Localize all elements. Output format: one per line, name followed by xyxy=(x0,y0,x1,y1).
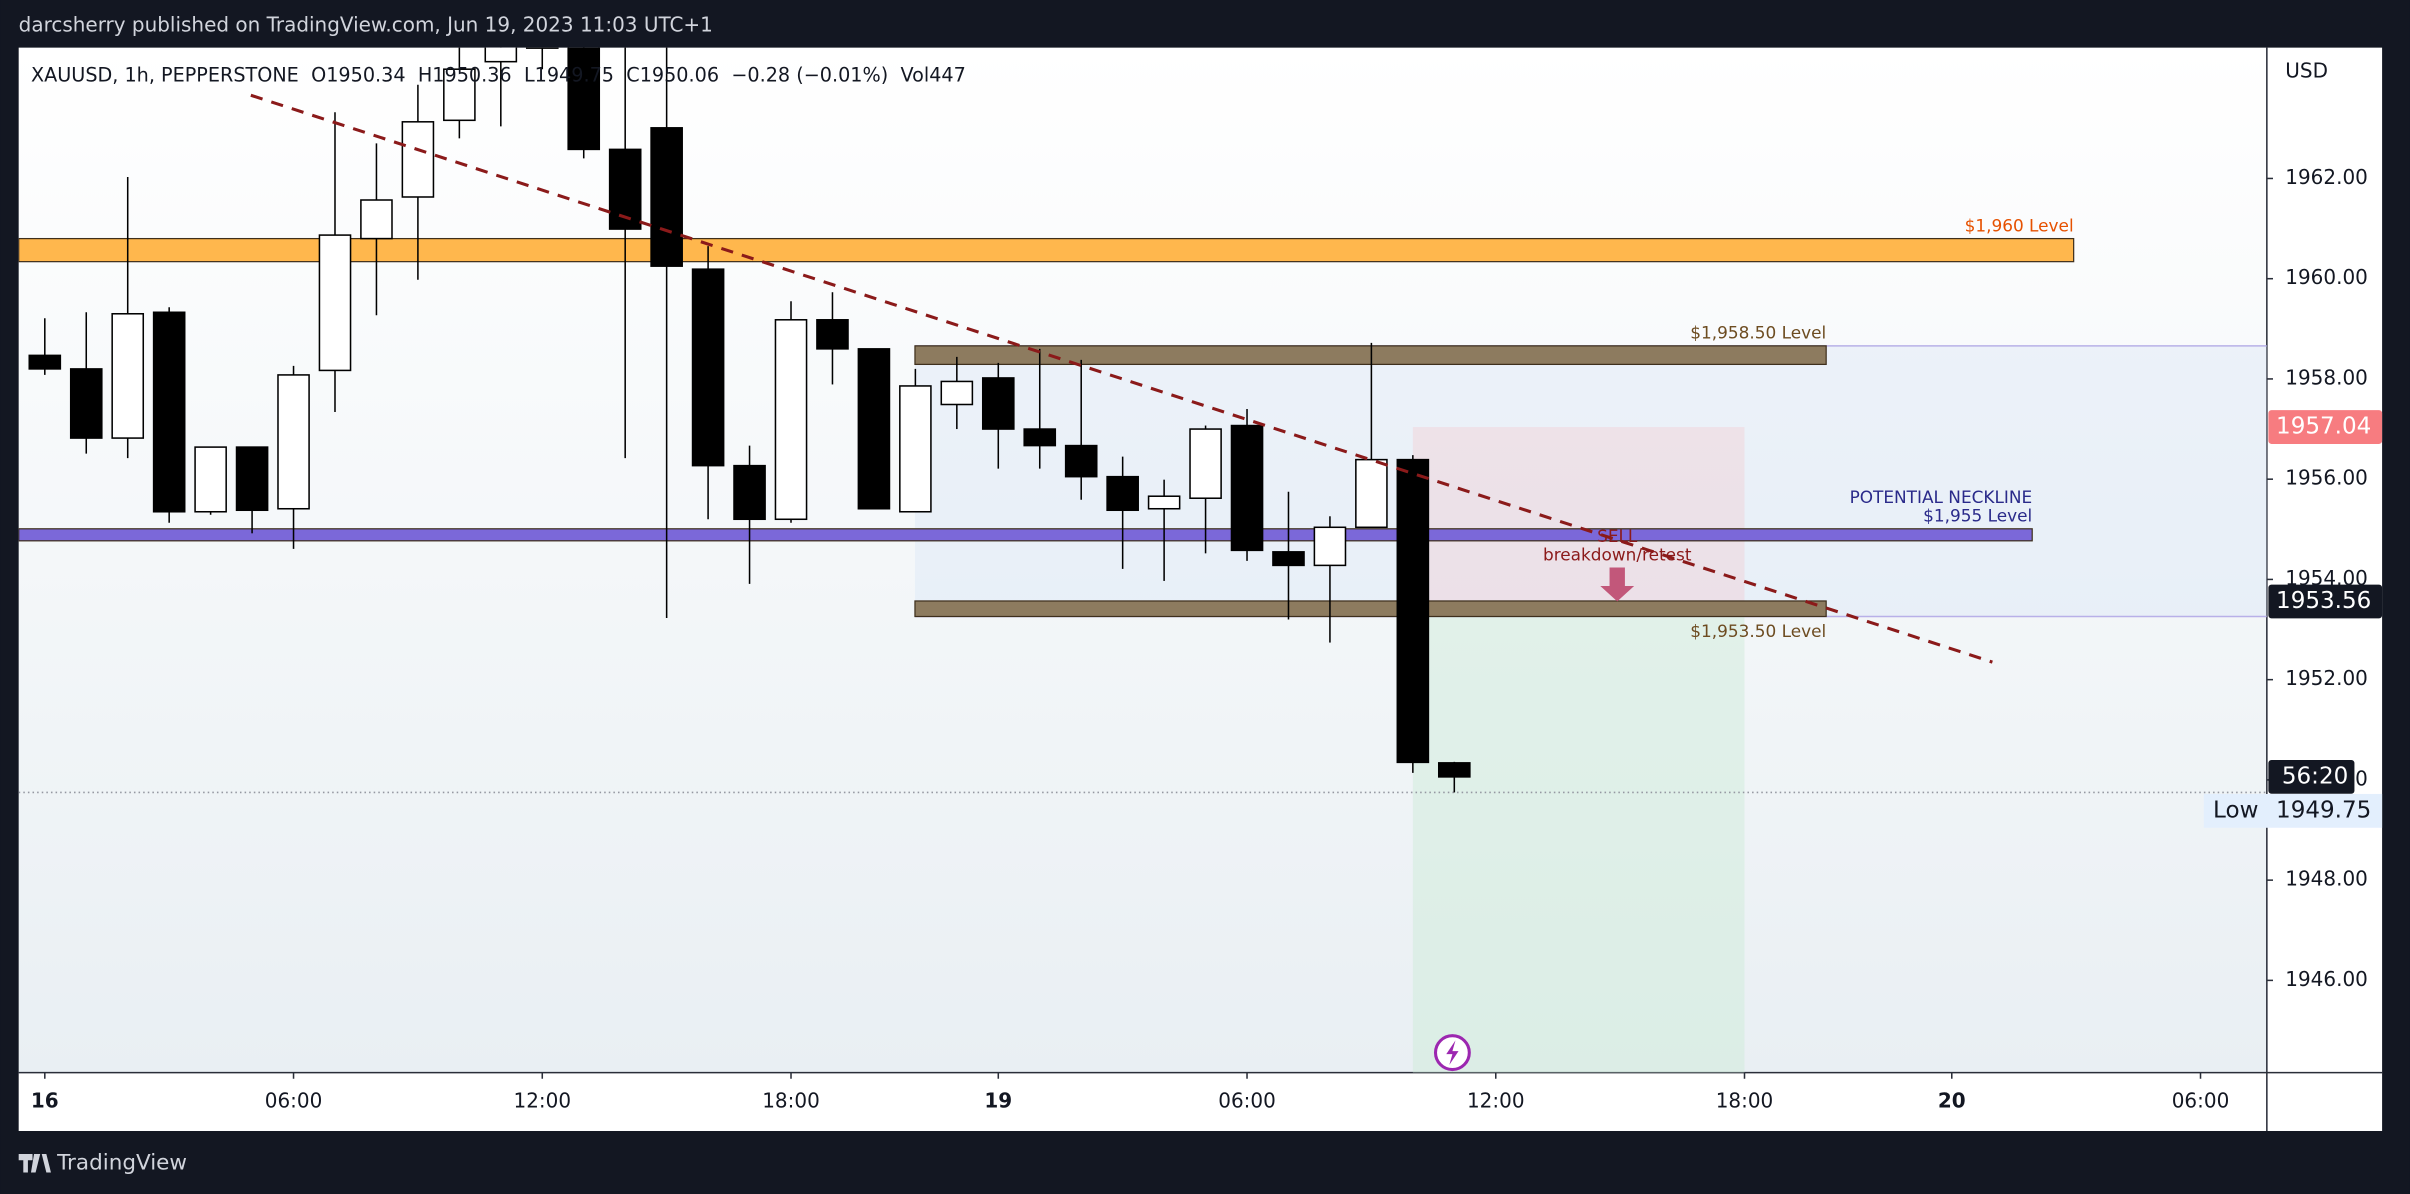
y-tick-label: 1960.00 xyxy=(2285,265,2368,289)
candle-body xyxy=(816,319,849,350)
stop-zone xyxy=(1412,427,1745,602)
candle-body xyxy=(857,348,891,510)
candle-body xyxy=(899,385,932,513)
candle-body xyxy=(111,313,145,439)
level-label: $1,958.50 Level xyxy=(1690,323,1826,343)
candle-body xyxy=(1437,762,1471,778)
plot-area xyxy=(18,47,2267,1073)
candle-body xyxy=(1064,444,1098,478)
level-band xyxy=(914,345,1827,366)
y-tick-label: 1946.00 xyxy=(2285,967,2368,991)
price-tag xyxy=(2268,584,2383,619)
candle-body xyxy=(1313,526,1347,567)
sell-arrow xyxy=(1600,567,1635,602)
candle-body xyxy=(1189,428,1222,499)
ohlc-value: −0.28 (−0.01%) xyxy=(731,63,888,86)
countdown-label: 56:20 xyxy=(2282,763,2348,789)
plot xyxy=(18,47,2267,1073)
level-band xyxy=(18,528,2033,542)
candle-body xyxy=(235,446,269,512)
ohlc-value: Vol447 xyxy=(901,63,966,86)
low-tag-value: 1949.75 xyxy=(2276,797,2371,823)
candle-body xyxy=(940,380,974,406)
candle-body xyxy=(1230,424,1264,552)
candle-body xyxy=(1272,551,1305,567)
x-tick-label: 19 xyxy=(984,1088,1012,1112)
candle-body xyxy=(691,268,725,467)
low-tag xyxy=(2203,793,2383,828)
brand: TradingView xyxy=(56,1150,187,1175)
level-label: POTENTIAL NECKLINE xyxy=(1850,487,2033,507)
price-tag-label: 1957.04 xyxy=(2276,414,2371,440)
publish-line: darcsherry published on TradingView.com,… xyxy=(19,13,713,37)
level-label: $1,960 Level xyxy=(1965,215,2074,235)
level-label: $1,953.50 Level xyxy=(1690,621,1826,641)
candle-body xyxy=(69,368,103,439)
candle-body xyxy=(401,121,435,198)
x-tick-label: 12:00 xyxy=(1467,1088,1525,1112)
y-tick-label: 1952.00 xyxy=(2285,666,2368,690)
ohlc-value: L1949.75 xyxy=(524,63,614,86)
candle-body xyxy=(1147,495,1181,510)
low-tag-name: Low xyxy=(2213,797,2258,823)
candle-body xyxy=(194,446,227,513)
x-tick-label: 06:00 xyxy=(2172,1088,2230,1112)
level-band xyxy=(914,600,1827,618)
symbol: XAUUSD, 1h, PEPPERSTONE xyxy=(31,63,299,86)
brand-logo xyxy=(18,1154,51,1173)
x-tick-label: 20 xyxy=(1938,1088,1966,1112)
x-tick-label: 18:00 xyxy=(762,1088,820,1112)
overlay: USD1946.001948.001950.001952.001954.0019… xyxy=(31,59,2383,1112)
target-zone xyxy=(1412,601,1745,1073)
candle-body xyxy=(567,47,601,151)
zone xyxy=(914,345,2267,617)
y-tick-label: 1948.00 xyxy=(2285,867,2368,891)
level-band xyxy=(18,237,2075,263)
annotation-text: breakdown/retest xyxy=(1543,544,1692,564)
x-tick-label: 16 xyxy=(31,1088,59,1112)
ohlc-value: O1950.34 xyxy=(311,63,405,86)
candle-body xyxy=(733,464,766,521)
candle-body xyxy=(1396,458,1430,764)
candle-body xyxy=(28,354,62,370)
y-tick-label: 1958.00 xyxy=(2285,365,2368,389)
candle-body xyxy=(443,68,476,122)
symbol-legend: XAUUSD, 1h, PEPPERSTONE O1950.34 H1950.36 L… xyxy=(31,63,966,86)
x-tick-label: 06:00 xyxy=(265,1088,323,1112)
candle-body xyxy=(774,319,808,521)
alert-icon xyxy=(1433,1034,1471,1072)
candle-body xyxy=(152,311,186,513)
countdown-tag xyxy=(2268,759,2355,794)
level-label: $1,955 Level xyxy=(1923,506,2032,526)
candle-body xyxy=(525,47,559,49)
candle-body xyxy=(360,199,393,240)
annotation-text: SELL xyxy=(1597,526,1638,546)
candle-body xyxy=(1106,475,1139,512)
trendline xyxy=(250,93,1993,664)
price-axis xyxy=(2266,47,2383,1073)
candle-body xyxy=(1023,428,1057,447)
x-tick-label: 18:00 xyxy=(1716,1088,1774,1112)
y-tick-label: 1962.00 xyxy=(2285,165,2368,189)
price-tag-label: 1953.56 xyxy=(2276,588,2371,614)
candle-body xyxy=(318,234,352,372)
candle-body xyxy=(484,47,518,63)
candle-body xyxy=(277,374,310,510)
ohlc-value: H1950.36 xyxy=(418,63,512,86)
candle-body xyxy=(650,127,683,267)
price-tag xyxy=(2268,410,2383,444)
time-axis xyxy=(18,1072,2383,1131)
axis-label: USD xyxy=(2285,59,2328,83)
candle-body xyxy=(1355,458,1388,529)
candle-body xyxy=(981,377,1015,430)
x-tick-label: 12:00 xyxy=(514,1088,572,1112)
x-tick-label: 06:00 xyxy=(1218,1088,1276,1112)
ohlc-value: C1950.06 xyxy=(626,63,719,86)
y-tick-label: 1956.00 xyxy=(2285,466,2368,490)
